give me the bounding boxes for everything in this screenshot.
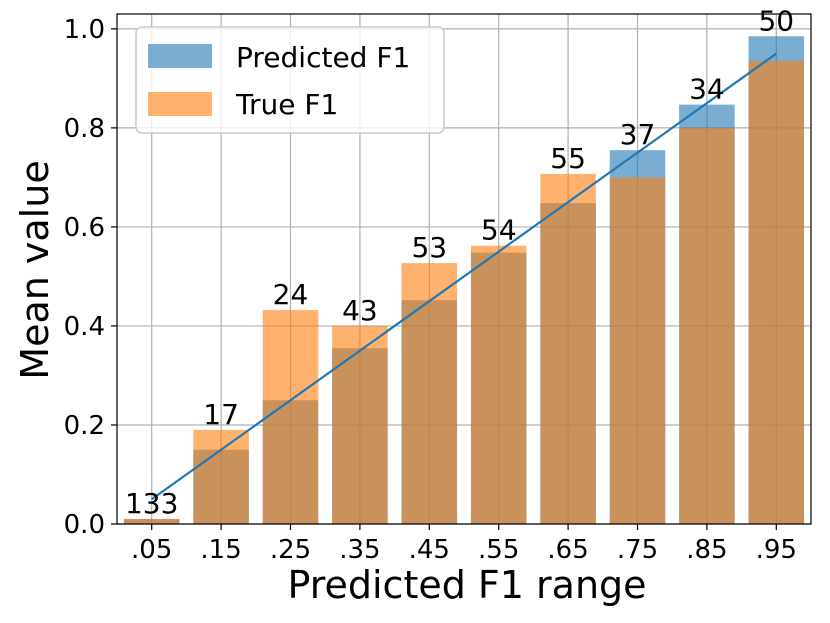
bar-count-label-4: 53 <box>411 231 447 264</box>
bar-true-f1-7 <box>609 177 666 524</box>
x-tick-label-1: .15 <box>200 535 241 565</box>
x-tick-label-0: .05 <box>131 535 172 565</box>
legend-frame <box>135 26 445 134</box>
y-tick-label-2: 0.4 <box>64 312 105 342</box>
legend: Predicted F1 True F1 <box>135 26 445 134</box>
bar-true-f1-5 <box>470 245 527 524</box>
reference-line-segment <box>151 52 777 501</box>
bar-count-label-3: 43 <box>342 294 378 327</box>
bar-labels: 133 17 24 43 53 54 55 37 34 50 <box>125 4 794 520</box>
y-tick-label-0: 0.0 <box>64 510 105 540</box>
x-tick-label-9: .95 <box>756 535 797 565</box>
x-tick-label-7: .75 <box>617 535 658 565</box>
bar-count-label-1: 17 <box>203 398 239 431</box>
bar-true-f1-8 <box>679 127 735 525</box>
bar-true-f1-0 <box>123 519 180 524</box>
bar-true-f1-9 <box>748 61 805 525</box>
reference-line <box>151 52 777 501</box>
y-tick-label-5: 1.0 <box>64 15 105 45</box>
y-axis-title: Mean value <box>13 160 57 379</box>
bar-count-label-0: 133 <box>125 487 178 520</box>
bar-count-label-9: 50 <box>758 4 794 37</box>
bar-true-f1-4 <box>401 263 458 524</box>
y-tick-label-4: 0.8 <box>64 114 105 144</box>
x-tick-label-8: .85 <box>686 535 727 565</box>
axes: 0.0 0.2 0.4 0.6 0.8 1.0 .05 .15 .25 .35 .45 .55 .65.… <box>64 13 812 565</box>
y-tick-label-1: 0.2 <box>64 411 105 441</box>
legend-swatch-predicted-f1 <box>148 44 212 68</box>
bar-true-f1-1 <box>193 429 249 524</box>
x-axis-title: Predicted F1 range <box>287 563 646 607</box>
legend-swatch-true-f1 <box>148 92 212 116</box>
bar-true-f1-2 <box>262 310 319 524</box>
bar-count-label-7: 37 <box>620 118 656 151</box>
x-tick-label-5: .55 <box>478 535 519 565</box>
bar-count-label-2: 24 <box>273 278 309 311</box>
bar-true-f1-3 <box>332 325 388 524</box>
x-tick-label-6: .65 <box>547 535 588 565</box>
x-tick-label-3: .35 <box>339 535 380 565</box>
bar-true-f1-6 <box>540 173 596 524</box>
y-tick-label-3: 0.6 <box>64 213 105 243</box>
x-tick-label-2: .25 <box>270 535 311 565</box>
bars <box>123 36 805 525</box>
bar-count-label-5: 54 <box>481 214 517 247</box>
bar-count-label-8: 34 <box>689 73 725 106</box>
legend-label-true-f1: True F1 <box>235 88 338 121</box>
x-tick-label-4: .45 <box>409 535 450 565</box>
plot-frame <box>116 13 812 525</box>
legend-label-predicted-f1: Predicted F1 <box>236 41 410 74</box>
bar-count-label-6: 55 <box>550 142 586 175</box>
